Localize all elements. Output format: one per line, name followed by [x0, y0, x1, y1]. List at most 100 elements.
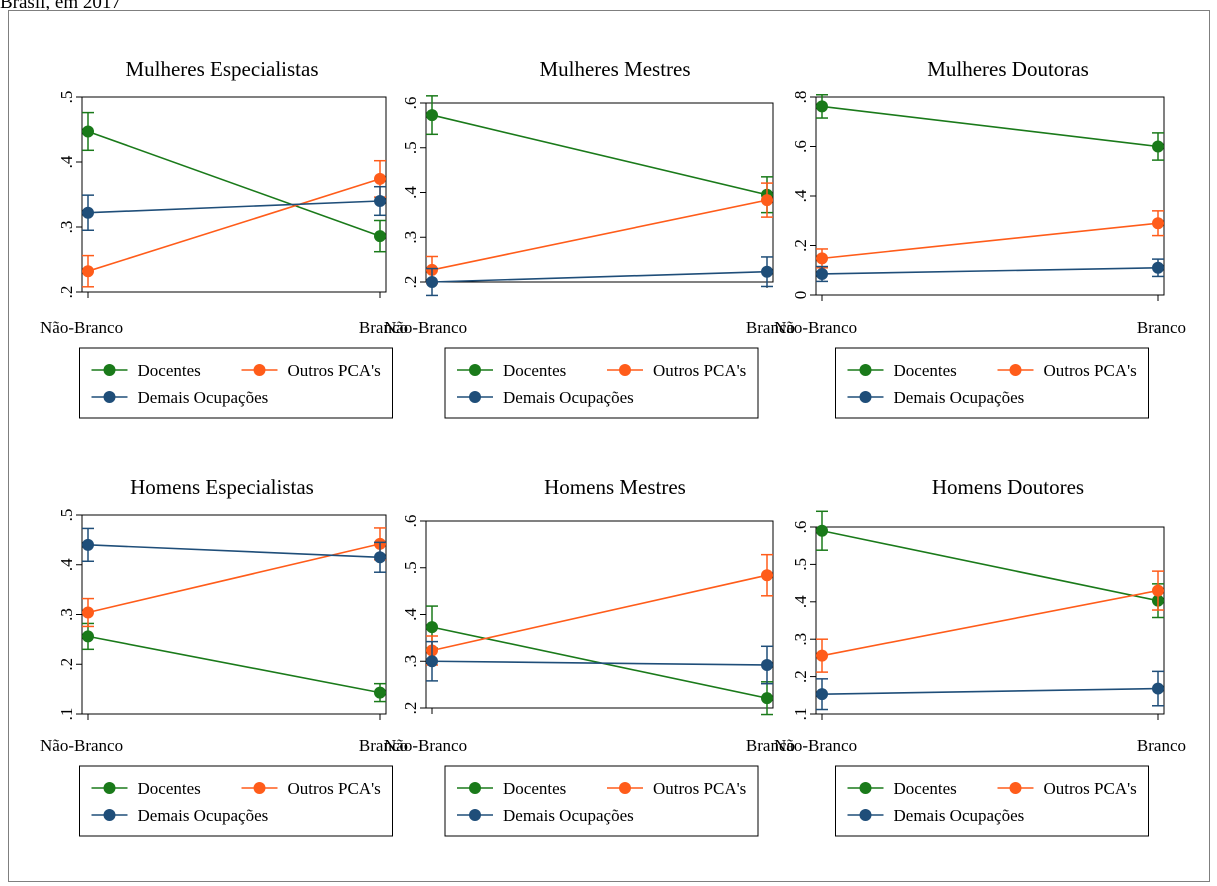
- legend-marker: [859, 364, 872, 376]
- x-tick-label: Branco: [746, 736, 795, 755]
- legend-label: Demais Ocupações: [503, 806, 634, 825]
- series-demais: [816, 670, 1164, 711]
- legend-marker: [859, 391, 872, 403]
- series-demais: [82, 185, 386, 231]
- series-line: [87, 130, 381, 237]
- y-tick-label: .4: [791, 595, 810, 608]
- data-point: [816, 649, 828, 662]
- chart-title: Mulheres Especialistas: [125, 57, 318, 81]
- series-docentes: [816, 94, 1164, 161]
- figure-caption: Brasil, em 2017: [0, 0, 121, 13]
- chart-panel: Mulheres Mestres .2 .3 .4 .5 .6 Não-Branco Bran…: [384, 57, 795, 419]
- data-point: [816, 267, 828, 280]
- series-docentes: [426, 95, 773, 214]
- series-line: [431, 270, 768, 283]
- chart-title: Mulheres Mestres: [539, 57, 690, 81]
- y-tick-label: .5: [57, 91, 76, 104]
- data-point: [82, 606, 94, 619]
- data-point: [82, 265, 94, 278]
- legend-marker: [1009, 782, 1022, 794]
- legend-marker: [103, 782, 116, 794]
- legend-item-demais: Demais Ocupações: [847, 388, 1024, 407]
- legend-label: Docentes: [138, 779, 201, 798]
- legend-item-demais: Demais Ocupações: [847, 806, 1024, 825]
- y-tick-label: .4: [401, 186, 420, 199]
- y-tick-label: .2: [791, 239, 810, 252]
- y-tick-label: .5: [401, 561, 420, 574]
- legend-item-docentes: Docentes: [847, 361, 957, 380]
- legend-item-docentes: Docentes: [457, 779, 566, 798]
- legend-item-outros: Outros PCA's: [607, 361, 746, 380]
- data-point: [761, 194, 773, 207]
- legend-label: Outros PCA's: [653, 361, 746, 380]
- legend-item-docentes: Docentes: [457, 361, 566, 380]
- plot-area: [425, 102, 774, 283]
- data-point: [816, 688, 828, 701]
- y-tick-label: .5: [401, 141, 420, 154]
- series-demais: [426, 640, 773, 685]
- y-tick-label: .3: [401, 655, 420, 668]
- legend-label: Docentes: [894, 361, 957, 380]
- legend-label: Demais Ocupações: [138, 388, 269, 407]
- series-line: [821, 687, 1159, 695]
- legend-item-demais: Demais Ocupações: [91, 806, 269, 825]
- chart-title: Homens Mestres: [544, 475, 686, 499]
- plot-area: [815, 526, 1165, 715]
- legend-marker: [859, 809, 872, 821]
- legend-marker: [619, 782, 631, 794]
- series-line: [821, 105, 1159, 148]
- series-line: [431, 114, 768, 196]
- y-tick-label: .4: [57, 558, 76, 571]
- legend-box: [79, 765, 393, 837]
- legend-item-docentes: Docentes: [91, 361, 201, 380]
- series-docentes: [82, 111, 386, 253]
- data-point: [426, 621, 438, 634]
- series-line: [431, 660, 768, 666]
- series-outros: [82, 527, 386, 628]
- legend-label: Docentes: [503, 361, 566, 380]
- legend-label: Outros PCA's: [288, 779, 381, 798]
- legend-box: [79, 347, 393, 419]
- plot-area: [425, 520, 774, 709]
- y-tick-label: .6: [791, 140, 810, 153]
- y-tick-label: .3: [401, 231, 420, 244]
- y-tick-label: .5: [791, 558, 810, 571]
- legend-label: Docentes: [138, 361, 201, 380]
- chart-panel: Homens Especialistas .1 .2 .3 .4 .5 Não-Branco…: [40, 475, 408, 837]
- series-docentes: [426, 605, 773, 716]
- legend-marker: [253, 782, 266, 794]
- plot-area: [81, 96, 387, 293]
- data-point: [816, 252, 828, 265]
- chart-legend: Docentes Outros PCA's Demais Ocupações: [79, 347, 393, 419]
- legend-marker: [103, 809, 116, 821]
- data-point: [82, 125, 94, 138]
- x-tick-label: Não-Branco: [40, 736, 123, 755]
- legend-marker: [469, 364, 481, 376]
- legend-item-outros: Outros PCA's: [607, 779, 746, 798]
- chart-title: Mulheres Doutoras: [927, 57, 1089, 81]
- y-tick-label: 0: [791, 291, 810, 300]
- figure-frame: [8, 10, 1210, 882]
- legend-label: Demais Ocupações: [503, 388, 634, 407]
- legend-marker: [1009, 364, 1022, 376]
- legend-label: Demais Ocupações: [138, 806, 269, 825]
- legend-marker: [469, 391, 481, 403]
- legend-label: Docentes: [894, 779, 957, 798]
- y-tick-label: .8: [791, 91, 810, 104]
- data-point: [374, 195, 386, 207]
- y-tick-label: .2: [57, 658, 76, 671]
- data-point: [426, 655, 438, 668]
- chart-panel: Homens Doutores .1 .2 .3 .4 .5 .6 Não-Branco Bra…: [774, 475, 1186, 837]
- y-tick-label: .4: [401, 608, 420, 621]
- y-tick-label: .1: [791, 708, 810, 721]
- legend-label: Outros PCA's: [1044, 361, 1137, 380]
- legend-marker: [469, 809, 481, 821]
- data-point: [1152, 682, 1164, 695]
- y-tick-label: .5: [57, 509, 76, 522]
- chart-panel: Homens Mestres .2 .3 .4 .5 .6 Não-Branco Branco…: [384, 475, 795, 837]
- legend-marker: [619, 364, 631, 376]
- legend-box: [444, 765, 759, 837]
- series-line: [87, 543, 381, 614]
- y-tick-label: .3: [791, 633, 810, 646]
